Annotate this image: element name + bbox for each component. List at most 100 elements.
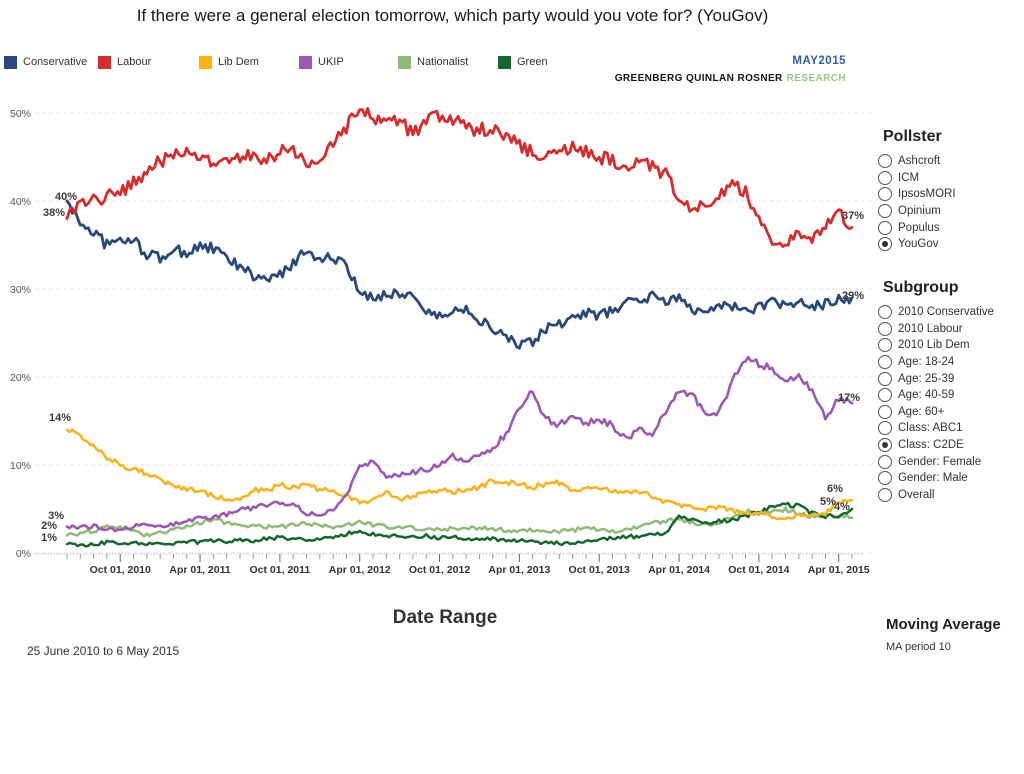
y-axis-tick-label: 10% xyxy=(10,460,31,472)
x-axis-tick-label: Oct 01, 2014 xyxy=(728,564,789,576)
moving-average-heading: Moving Average xyxy=(886,616,1001,633)
legend-item-nationalist: Nationalist xyxy=(398,54,468,70)
y-axis-tick-label: 0% xyxy=(16,548,31,560)
pollster-heading: Pollster xyxy=(883,128,942,145)
radio-option-label: Age: 60+ xyxy=(898,405,945,418)
radio-option-label: 2010 Labour xyxy=(898,322,963,335)
series-end-label-conservative: 29% xyxy=(842,290,864,302)
radio-icon[interactable] xyxy=(878,388,892,403)
subgroup-option-gender-female[interactable]: Gender: Female xyxy=(878,453,1024,470)
date-range-value: 25 June 2010 to 6 May 2015 xyxy=(27,644,180,658)
legend-item-ukip: UKIP xyxy=(299,54,344,70)
radio-icon[interactable] xyxy=(878,154,892,169)
legend-label: Nationalist xyxy=(417,56,469,68)
page-title: If there were a general election tomorro… xyxy=(136,6,769,25)
x-axis-tick-label: Oct 01, 2013 xyxy=(569,564,630,576)
subgroup-option-class-c2de[interactable]: Class: C2DE xyxy=(878,437,1024,454)
subgroup-option-age-18-24[interactable]: Age: 18-24 xyxy=(878,354,1024,371)
x-axis-tick-label: Oct 01, 2012 xyxy=(409,564,470,576)
series-end-label-green: 5% xyxy=(820,496,836,508)
pollster-option-opinium[interactable]: Opinium xyxy=(878,203,1024,220)
pollster-option-ipsosmori[interactable]: IpsosMORI xyxy=(878,186,1024,203)
radio-option-label: 2010 Conservative xyxy=(898,306,994,319)
series-start-label-lib-dem: 14% xyxy=(49,412,71,424)
radio-selected-icon[interactable] xyxy=(878,237,892,252)
series-line-conservative xyxy=(65,199,854,350)
brand-date-badge: MAY2015 xyxy=(792,55,846,67)
radio-icon[interactable] xyxy=(878,305,892,320)
x-axis-tick-label: Apr 01, 2011 xyxy=(169,564,230,576)
radio-icon[interactable] xyxy=(878,487,892,502)
radio-icon[interactable] xyxy=(878,338,892,353)
subgroup-option-gender-male[interactable]: Gender: Male xyxy=(878,470,1024,487)
radio-icon[interactable] xyxy=(878,421,892,436)
radio-option-label: Gender: Female xyxy=(898,455,982,468)
radio-option-label: IpsosMORI xyxy=(898,188,956,201)
legend-label: Green xyxy=(517,56,548,68)
series-line-ukip xyxy=(65,355,854,533)
series-line-lib-dem xyxy=(65,428,854,521)
pollster-option-yougov[interactable]: YouGov xyxy=(878,236,1024,253)
radio-option-label: Ashcroft xyxy=(898,155,941,168)
radio-option-label: Populus xyxy=(898,221,940,234)
y-axis-tick-label: 50% xyxy=(10,108,31,120)
radio-icon[interactable] xyxy=(878,371,892,386)
subgroup-option-age-60[interactable]: Age: 60+ xyxy=(878,404,1024,421)
subgroup-option-2010-conservative[interactable]: 2010 Conservative xyxy=(878,304,1024,321)
radio-option-label: Overall xyxy=(898,488,935,501)
legend-swatch-conservative xyxy=(4,55,17,69)
radio-option-label: Age: 25-39 xyxy=(898,372,955,385)
subgroup-option-2010-labour[interactable]: 2010 Labour xyxy=(878,321,1024,338)
radio-option-label: Age: 18-24 xyxy=(898,356,955,369)
series-end-label-lib-dem: 6% xyxy=(827,483,843,495)
x-axis-tick-label: Apr 01, 2012 xyxy=(329,564,391,576)
radio-icon[interactable] xyxy=(878,204,892,219)
radio-option-label: Class: ABC1 xyxy=(898,422,963,435)
pollster-option-icm[interactable]: ICM xyxy=(878,170,1024,187)
subgroup-option-2010-lib-dem[interactable]: 2010 Lib Dem xyxy=(878,337,1024,354)
series-line-green xyxy=(65,501,854,548)
radio-option-label: Age: 40-59 xyxy=(898,389,955,402)
series-end-label-labour: 37% xyxy=(842,210,864,222)
legend-label: Labour xyxy=(117,56,152,68)
pollster-option-populus[interactable]: Populus xyxy=(878,219,1024,236)
pollster-option-ashcroft[interactable]: Ashcroft xyxy=(878,153,1024,170)
x-axis-tick-label: Apr 01, 2013 xyxy=(488,564,550,576)
radio-option-label: 2010 Lib Dem xyxy=(898,339,970,352)
series-line-nationalist xyxy=(65,506,854,538)
y-axis-tick-label: 20% xyxy=(10,372,31,384)
radio-icon[interactable] xyxy=(878,187,892,202)
radio-selected-icon[interactable] xyxy=(878,438,892,453)
subgroup-option-overall[interactable]: Overall xyxy=(878,487,1024,504)
radio-option-label: Opinium xyxy=(898,205,941,218)
legend-swatch-labour xyxy=(98,55,111,69)
series-start-label-nationalist: 2% xyxy=(41,520,57,532)
subgroup-heading: Subgroup xyxy=(883,279,959,296)
series-end-label-ukip: 17% xyxy=(838,392,860,404)
x-axis-tick-label: Oct 01, 2011 xyxy=(250,564,311,576)
legend-label: UKIP xyxy=(318,56,344,68)
radio-icon[interactable] xyxy=(878,321,892,336)
radio-icon[interactable] xyxy=(878,471,892,486)
y-axis-tick-label: 40% xyxy=(10,196,31,208)
date-range-heading: Date Range xyxy=(392,607,498,628)
radio-icon[interactable] xyxy=(878,220,892,235)
radio-option-label: ICM xyxy=(898,171,920,184)
x-axis-tick-label: Oct 01, 2010 xyxy=(90,564,151,576)
radio-option-label: Gender: Male xyxy=(898,472,968,485)
radio-icon[interactable] xyxy=(878,454,892,469)
legend-item-lib-dem: Lib Dem xyxy=(199,54,259,70)
radio-icon[interactable] xyxy=(878,404,892,419)
poll-trend-line-chart: 0% 10% 20% 30% 40% 50% Oct 01, 2010 Apr 01, 201… xyxy=(10,107,874,576)
radio-option-label: Class: C2DE xyxy=(898,439,964,452)
radio-icon[interactable] xyxy=(878,170,892,185)
radio-icon[interactable] xyxy=(878,355,892,370)
legend-label: Lib Dem xyxy=(218,56,259,68)
subgroup-option-class-abc1[interactable]: Class: ABC1 xyxy=(878,420,1024,437)
subgroup-option-age-40-59[interactable]: Age: 40-59 xyxy=(878,387,1024,404)
legend-item-labour: Labour xyxy=(98,54,151,70)
legend-item-green: Green xyxy=(498,54,548,70)
legend-swatch-lib-dem xyxy=(199,55,212,69)
series-start-label-ukip: 3% xyxy=(48,510,64,522)
subgroup-option-age-25-39[interactable]: Age: 25-39 xyxy=(878,370,1024,387)
